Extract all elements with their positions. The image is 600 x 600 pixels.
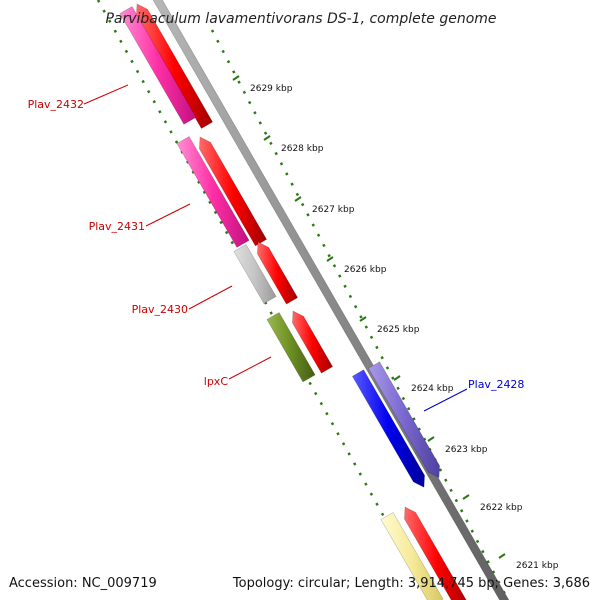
tick-label: 2621 kbp [516,561,559,571]
accession-text: Accession: NC_009719 [9,576,157,591]
gene-label-plav-2430[interactable]: Plav_2430 [132,303,188,316]
major-tick [263,135,271,141]
tick-label: 2629 kbp [250,84,293,94]
major-tick [393,375,401,381]
major-tick [498,553,506,559]
gene-red[interactable] [199,136,268,247]
gene-labels: Plav_2432 Plav_2431 Plav_2430 lpxC Plav_… [28,84,524,412]
leader-line [83,84,129,105]
gene-label-plav-2432[interactable]: Plav_2432 [28,98,84,111]
backbone-line[interactable] [149,0,516,600]
genome-backbone [149,0,516,600]
gene-plav-2430[interactable] [233,244,277,304]
gene-plav-2428-purple[interactable] [367,361,440,479]
gene-lpxc[interactable] [266,312,316,383]
major-tick [359,316,367,322]
gene-red[interactable] [404,506,470,600]
major-tick [427,436,435,442]
major-ticks [232,75,506,559]
tick-label: 2624 kbp [411,384,454,394]
major-tick [326,256,334,262]
tick-label: 2623 kbp [445,445,488,455]
genome-title: Parvibaculum lavamentivorans DS-1, compl… [105,11,496,27]
major-tick [462,494,470,500]
gene-red[interactable] [292,310,334,374]
tick-label: 2627 kbp [312,205,355,215]
gene-plav-2432[interactable] [119,6,197,125]
gene-red[interactable] [136,3,214,129]
tick-label: 2626 kbp [344,265,387,275]
topology-text: Topology: circular; Length: 3,914,745 bp… [232,576,590,591]
gene-features [119,3,470,600]
major-tick [232,75,240,81]
leader-line [228,356,272,380]
gene-label-lpxc[interactable]: lpxC [204,375,229,388]
gene-plav-2428-blue[interactable] [351,369,425,488]
tick-labels: 2629 kbp 2628 kbp 2627 kbp 2626 kbp 2625… [250,84,559,571]
leader-line [423,388,468,412]
tick-label: 2625 kbp [377,325,420,335]
gene-label-plav-2431[interactable]: Plav_2431 [89,220,145,233]
gene-red[interactable] [257,241,299,305]
major-tick [294,196,302,202]
gene-plav-2431[interactable] [176,136,250,248]
tick-track-outer [210,29,510,600]
gene-label-plav-2428[interactable]: Plav_2428 [468,378,524,391]
gene-yellow[interactable] [380,512,444,600]
leader-line [188,285,233,310]
leader-line [145,203,191,227]
tick-label: 2628 kbp [281,144,324,154]
tick-label: 2622 kbp [480,503,523,513]
